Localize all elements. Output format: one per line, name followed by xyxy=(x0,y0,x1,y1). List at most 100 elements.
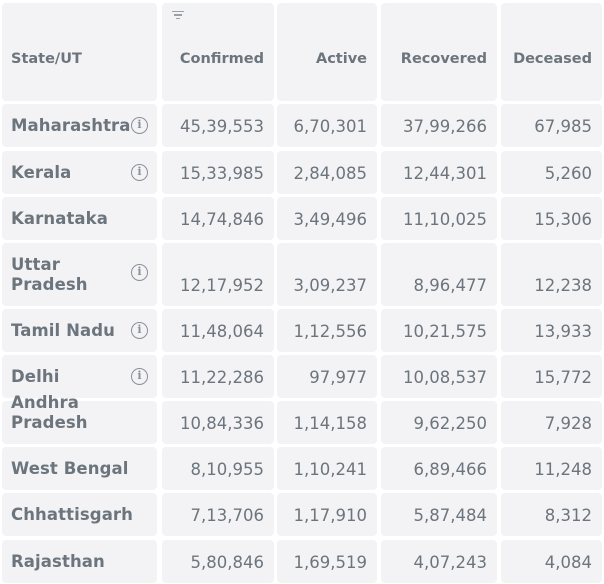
cell-confirmed: 5,80,846 xyxy=(162,540,274,583)
cell-confirmed: 11,22,286 xyxy=(162,355,274,398)
value-active: 97,977 xyxy=(309,368,367,387)
value-active: 6,70,301 xyxy=(293,117,367,136)
value-active: 2,84,085 xyxy=(293,164,367,183)
cell-deceased: 5,260 xyxy=(501,151,602,194)
value-confirmed: 14,74,846 xyxy=(180,210,264,229)
value-active: 1,69,519 xyxy=(293,553,367,572)
state-cell[interactable]: Karnataka xyxy=(2,197,157,240)
cell-confirmed: 14,74,846 xyxy=(162,197,274,240)
value-deceased: 8,312 xyxy=(544,506,592,525)
cell-active: 3,09,237 xyxy=(277,243,377,306)
cell-confirmed: 15,33,985 xyxy=(162,151,274,194)
cell-recovered: 5,87,484 xyxy=(381,493,497,536)
value-deceased: 15,772 xyxy=(534,368,592,387)
value-recovered: 8,96,477 xyxy=(413,276,487,295)
state-cell[interactable]: West Bengal xyxy=(2,447,157,490)
state-cell[interactable]: Maharashtra i xyxy=(2,104,157,147)
value-deceased: 12,238 xyxy=(534,276,592,295)
cell-deceased: 4,084 xyxy=(501,540,602,583)
cell-recovered: 10,08,537 xyxy=(381,355,497,398)
state-cell[interactable]: Delhi i xyxy=(2,355,157,398)
state-name: Rajasthan xyxy=(11,552,105,571)
column-header-confirmed[interactable]: Confirmed xyxy=(162,3,274,101)
value-deceased: 7,928 xyxy=(544,414,592,433)
value-confirmed: 11,22,286 xyxy=(180,368,264,387)
cell-active: 97,977 xyxy=(277,355,377,398)
cell-confirmed: 10,84,336 xyxy=(162,401,274,444)
value-active: 1,12,556 xyxy=(293,322,367,341)
state-name: Delhi xyxy=(11,367,60,386)
cell-confirmed: 8,10,955 xyxy=(162,447,274,490)
cell-deceased: 15,306 xyxy=(501,197,602,240)
value-recovered: 12,44,301 xyxy=(403,164,487,183)
cell-deceased: 15,772 xyxy=(501,355,602,398)
value-deceased: 11,248 xyxy=(534,460,592,479)
cell-deceased: 13,933 xyxy=(501,309,602,352)
state-name: Uttar Pradesh xyxy=(11,255,88,294)
column-header-label: Confirmed xyxy=(179,51,264,67)
info-icon[interactable]: i xyxy=(131,164,148,181)
value-confirmed: 8,10,955 xyxy=(190,460,264,479)
value-recovered: 6,89,466 xyxy=(413,460,487,479)
state-cell[interactable]: Uttar Pradesh i xyxy=(2,243,157,306)
value-recovered: 10,21,575 xyxy=(403,322,487,341)
cell-confirmed: 7,13,706 xyxy=(162,493,274,536)
column-header-label: State/UT xyxy=(11,51,82,67)
cell-active: 1,14,158 xyxy=(277,401,377,444)
value-recovered: 4,07,243 xyxy=(413,553,487,572)
state-cell[interactable]: Tamil Nadu i xyxy=(2,309,157,352)
value-confirmed: 12,17,952 xyxy=(180,276,264,295)
cell-confirmed: 11,48,064 xyxy=(162,309,274,352)
column-header-active[interactable]: Active xyxy=(277,3,377,101)
cell-recovered: 6,89,466 xyxy=(381,447,497,490)
cell-active: 2,84,085 xyxy=(277,151,377,194)
value-active: 3,09,237 xyxy=(293,276,367,295)
cell-deceased: 67,985 xyxy=(501,104,602,147)
info-icon[interactable]: i xyxy=(131,117,148,134)
cell-active: 1,69,519 xyxy=(277,540,377,583)
value-confirmed: 45,39,553 xyxy=(180,117,264,136)
cell-recovered: 9,62,250 xyxy=(381,401,497,444)
cell-active: 1,17,910 xyxy=(277,493,377,536)
value-deceased: 4,084 xyxy=(544,553,592,572)
value-recovered: 11,10,025 xyxy=(403,210,487,229)
state-cell[interactable]: Chhattisgarh xyxy=(2,493,157,536)
value-recovered: 37,99,266 xyxy=(403,117,487,136)
cell-deceased: 11,248 xyxy=(501,447,602,490)
value-deceased: 13,933 xyxy=(534,322,592,341)
cell-recovered: 12,44,301 xyxy=(381,151,497,194)
value-deceased: 67,985 xyxy=(534,117,592,136)
value-active: 1,17,910 xyxy=(293,506,367,525)
column-header-deceased[interactable]: Deceased xyxy=(501,3,602,101)
cell-active: 1,10,241 xyxy=(277,447,377,490)
value-recovered: 10,08,537 xyxy=(403,368,487,387)
value-recovered: 9,62,250 xyxy=(413,414,487,433)
cell-deceased: 7,928 xyxy=(501,401,602,444)
state-cell[interactable]: Rajasthan xyxy=(2,540,157,583)
state-cell[interactable]: Andhra Pradesh xyxy=(2,393,157,444)
value-confirmed: 10,84,336 xyxy=(180,414,264,433)
sort-filter-icon[interactable] xyxy=(172,11,184,21)
cell-recovered: 37,99,266 xyxy=(381,104,497,147)
cell-active: 1,12,556 xyxy=(277,309,377,352)
info-icon[interactable]: i xyxy=(131,322,148,339)
cell-active: 3,49,496 xyxy=(277,197,377,240)
column-header-recovered[interactable]: Recovered xyxy=(381,3,497,101)
info-icon[interactable]: i xyxy=(131,264,148,281)
cell-recovered: 10,21,575 xyxy=(381,309,497,352)
state-name: West Bengal xyxy=(11,459,129,478)
cell-confirmed: 45,39,553 xyxy=(162,104,274,147)
value-active: 1,14,158 xyxy=(293,414,367,433)
column-header-label: Deceased xyxy=(513,51,592,67)
cell-recovered: 8,96,477 xyxy=(381,243,497,306)
value-recovered: 5,87,484 xyxy=(413,506,487,525)
value-confirmed: 5,80,846 xyxy=(190,553,264,572)
cell-active: 6,70,301 xyxy=(277,104,377,147)
value-confirmed: 15,33,985 xyxy=(180,164,264,183)
value-active: 3,49,496 xyxy=(293,210,367,229)
info-icon[interactable]: i xyxy=(131,368,148,385)
state-cell[interactable]: Kerala i xyxy=(2,151,157,194)
state-name: Andhra Pradesh xyxy=(11,393,88,432)
column-header-state[interactable]: State/UT xyxy=(2,3,157,101)
cell-deceased: 12,238 xyxy=(501,243,602,306)
